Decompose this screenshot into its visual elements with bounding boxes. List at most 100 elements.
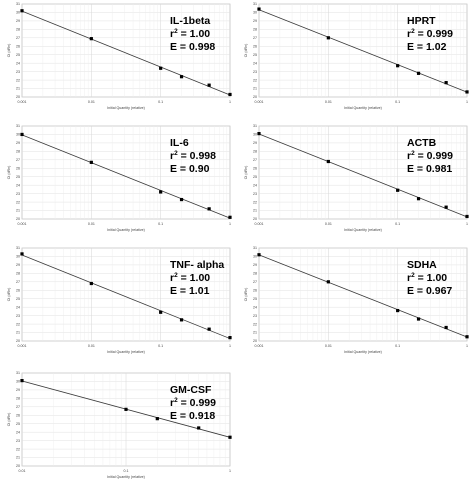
y-tick-label: 31 xyxy=(253,124,257,128)
data-point xyxy=(257,7,261,11)
y-tick-label: 25 xyxy=(16,175,20,179)
y-tick-label: 23 xyxy=(16,439,20,443)
data-point xyxy=(416,317,421,321)
y-axis-label: Ct (dRn) xyxy=(244,288,248,302)
x-tick-label: 1 xyxy=(229,100,231,104)
x-tick-label: 0.01 xyxy=(325,100,332,104)
x-tick-label: 1 xyxy=(229,469,231,473)
y-tick-label: 26 xyxy=(253,44,257,48)
x-tick-label: 0.1 xyxy=(158,222,163,226)
trend-line xyxy=(258,133,468,218)
y-tick-label: 20 xyxy=(253,339,257,343)
efficiency-label: E = 0.918 xyxy=(170,410,215,422)
x-tick-label: 1 xyxy=(229,344,231,348)
chart-panel-gm-csf: 20 21 22 23 24 25 26 27 28 29 30 31 0.01 0.1 1 Initial … xyxy=(7,371,232,479)
y-tick-label: 24 xyxy=(16,61,20,65)
data-point xyxy=(89,160,93,164)
x-axis-label: Initial Quantity (relative) xyxy=(344,228,382,232)
data-point xyxy=(396,308,400,313)
y-tick-label: 20 xyxy=(253,95,257,99)
y-tick-label: 26 xyxy=(253,166,257,170)
y-tick-label: 29 xyxy=(16,263,20,267)
y-tick-label: 22 xyxy=(16,200,20,204)
x-tick-label: 0.01 xyxy=(19,469,26,473)
x-tick-label: 0.1 xyxy=(395,222,400,226)
y-tick-label: 22 xyxy=(253,200,257,204)
trend-line xyxy=(21,10,231,96)
data-point xyxy=(444,205,448,209)
y-tick-label: 28 xyxy=(16,272,20,276)
chart-title: TNF- alpha xyxy=(170,259,224,271)
data-point xyxy=(207,83,211,87)
trend-line xyxy=(21,134,231,219)
efficiency-label: E = 1.01 xyxy=(170,285,210,297)
x-tick-label: 0.1 xyxy=(124,469,129,473)
y-tick-label: 30 xyxy=(253,133,257,137)
chart-title: IL-1beta xyxy=(170,15,210,27)
x-tick-label: 1 xyxy=(229,222,231,226)
x-axis-label: Initial Quantity (relative) xyxy=(344,350,382,354)
y-tick-label: 27 xyxy=(253,158,257,162)
x-axis-label: Initial Quantity (relative) xyxy=(344,106,382,110)
data-point xyxy=(179,75,184,79)
r-squared-label: r2 = 1.00 xyxy=(170,28,210,40)
data-point xyxy=(89,281,93,286)
y-tick-label: 24 xyxy=(16,305,20,309)
plot-area xyxy=(258,3,468,98)
x-tick-label: 0.01 xyxy=(88,100,95,104)
data-point xyxy=(207,327,211,331)
trend-line xyxy=(21,254,231,339)
plot-area xyxy=(21,125,231,220)
y-tick-label: 28 xyxy=(16,150,20,154)
y-tick-label: 27 xyxy=(253,280,257,284)
data-point xyxy=(228,336,232,340)
y-tick-label: 25 xyxy=(253,175,257,179)
data-point xyxy=(257,132,261,136)
y-tick-label: 29 xyxy=(16,388,20,392)
trend-line xyxy=(258,9,468,93)
y-tick-label: 28 xyxy=(253,150,257,154)
y-tick-label: 30 xyxy=(16,380,20,384)
data-point xyxy=(207,207,211,211)
y-tick-label: 30 xyxy=(253,255,257,259)
x-axis-label: Initial Quantity (relative) xyxy=(107,475,145,479)
y-tick-label: 31 xyxy=(16,2,20,6)
x-tick-label: 0.1 xyxy=(395,344,400,348)
y-tick-label: 29 xyxy=(253,263,257,267)
y-tick-label: 21 xyxy=(253,331,257,335)
y-axis-label: Ct (dRn) xyxy=(7,288,11,302)
y-axis-label: Ct (dRn) xyxy=(244,166,248,180)
y-tick-label: 28 xyxy=(16,397,20,401)
data-point xyxy=(20,132,24,137)
y-tick-label: 22 xyxy=(253,78,257,82)
chart-title: SDHA xyxy=(407,259,437,271)
y-axis-label: Ct (dRn) xyxy=(7,166,11,180)
y-tick-label: 30 xyxy=(16,133,20,137)
x-tick-label: 1 xyxy=(466,100,468,104)
chart-panel-hprt: 20 21 22 23 24 25 26 27 28 29 30 31 0.001 0.01 0.1 1 Ini… xyxy=(244,2,469,110)
y-tick-label: 31 xyxy=(253,2,257,6)
data-point xyxy=(396,64,400,68)
x-tick-label: 0.001 xyxy=(18,222,27,226)
y-tick-label: 23 xyxy=(253,192,257,196)
y-tick-label: 30 xyxy=(16,255,20,259)
y-tick-label: 23 xyxy=(16,192,20,196)
data-point xyxy=(416,197,421,201)
r-squared-label: r2 = 0.999 xyxy=(170,397,216,409)
y-tick-label: 30 xyxy=(253,11,257,15)
y-axis-label: Ct (dRn) xyxy=(7,413,11,427)
chart-panel-il6: 20 21 22 23 24 25 26 27 28 29 30 31 0.001 0.01 0.1 1 Ini… xyxy=(7,124,232,232)
y-tick-label: 26 xyxy=(16,288,20,292)
y-tick-label: 31 xyxy=(16,371,20,375)
data-point xyxy=(326,159,330,164)
x-axis-label: Initial Quantity (relative) xyxy=(107,106,145,110)
x-tick-label: 0.1 xyxy=(395,100,400,104)
y-tick-label: 26 xyxy=(253,288,257,292)
y-tick-label: 30 xyxy=(16,11,20,15)
y-tick-label: 27 xyxy=(253,36,257,40)
data-point xyxy=(20,252,24,256)
y-tick-label: 31 xyxy=(16,246,20,250)
r-squared-label: r2 = 1.00 xyxy=(170,272,210,284)
y-tick-label: 21 xyxy=(16,456,20,460)
y-axis-label: Ct (dRn) xyxy=(7,44,11,58)
